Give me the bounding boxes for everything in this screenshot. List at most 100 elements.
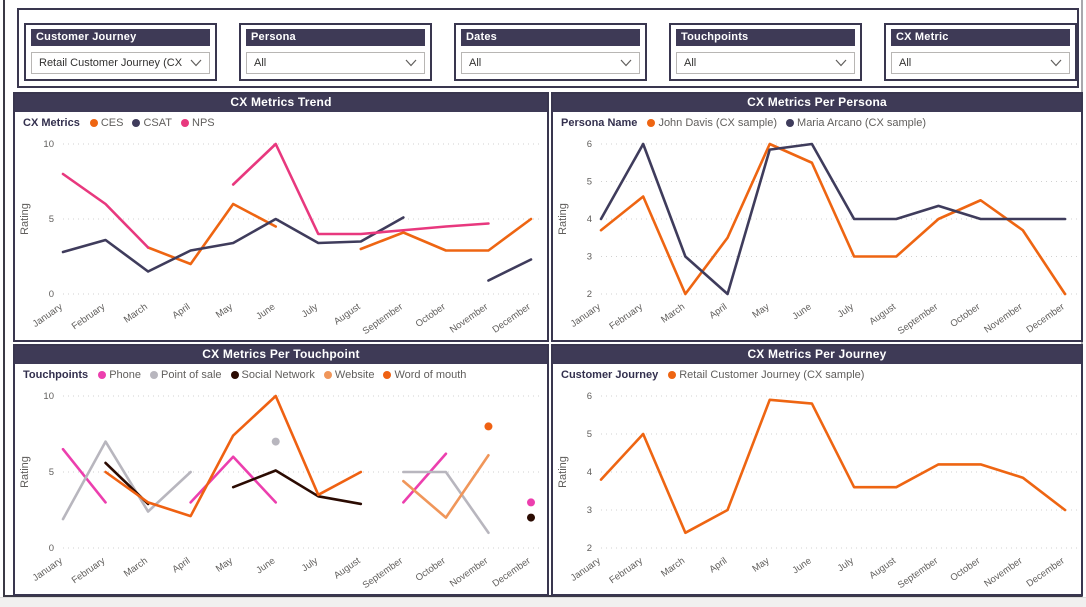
legend-item-point-of-sale[interactable]: Point of sale — [150, 369, 222, 381]
legend-label: CES — [100, 117, 124, 129]
svg-text:5: 5 — [49, 467, 54, 478]
svg-text:July: July — [836, 301, 856, 320]
svg-text:10: 10 — [43, 139, 54, 150]
legend-item-phone[interactable]: Phone — [98, 369, 141, 381]
panel-title: CX Metrics Per Persona — [553, 94, 1081, 112]
slicer-row: Customer Journey Retail Customer Journey … — [17, 8, 1079, 88]
slicer-dates: Dates All — [454, 23, 647, 81]
legend-dot-icon — [230, 371, 239, 379]
panel-cx-metrics-per-journey: CX Metrics Per Journey Customer Journey Re… — [551, 344, 1083, 596]
legend-item-nps[interactable]: NPS — [181, 117, 215, 129]
legend-label: Word of mouth — [394, 369, 467, 381]
legend-label: Point of sale — [161, 369, 222, 381]
slicer-dropdown-cx-metric[interactable]: All — [891, 52, 1070, 74]
chart-legend: Touchpoints Phone Point of sale Social Netw… — [15, 364, 547, 386]
svg-text:December: December — [491, 301, 533, 335]
svg-text:March: March — [122, 555, 150, 579]
svg-text:April: April — [170, 555, 192, 575]
legend-item-ces[interactable]: CES — [89, 117, 124, 129]
svg-text:September: September — [896, 301, 940, 337]
chevron-down-icon[interactable] — [1050, 59, 1062, 67]
slicer-value: All — [899, 57, 912, 69]
svg-text:5: 5 — [587, 429, 592, 440]
svg-text:2: 2 — [587, 289, 592, 300]
chart-legend: CX Metrics CES CSAT NPS — [15, 112, 547, 134]
legend-item-website[interactable]: Website — [323, 369, 374, 381]
slicer-value: Retail Customer Journey (CX sa... — [39, 57, 184, 69]
slicer-value: All — [254, 57, 267, 69]
legend-title: Touchpoints — [23, 369, 89, 381]
legend-item-john-davis-cx-sample[interactable]: John Davis (CX sample) — [647, 117, 777, 129]
panel-title: CX Metrics Trend — [15, 94, 547, 112]
legend-dot-icon — [668, 371, 677, 379]
svg-text:2: 2 — [587, 543, 592, 554]
legend-title: Customer Journey — [561, 369, 659, 381]
slicer-dropdown-customer-journey[interactable]: Retail Customer Journey (CX sa... — [31, 52, 210, 74]
svg-text:August: August — [332, 301, 363, 327]
svg-text:May: May — [214, 301, 235, 320]
svg-text:May: May — [750, 555, 771, 574]
svg-text:5: 5 — [49, 214, 54, 225]
svg-text:Rating: Rating — [19, 203, 31, 235]
svg-text:3: 3 — [587, 252, 592, 263]
legend-label: Maria Arcano (CX sample) — [797, 117, 927, 129]
chevron-down-icon[interactable] — [835, 59, 847, 67]
chevron-down-icon[interactable] — [620, 59, 632, 67]
slicer-cx-metric: CX Metric All — [884, 23, 1077, 81]
chart-canvas[interactable]: 2 3 4 5 6 Rating January February March April May J… — [553, 386, 1081, 594]
svg-text:October: October — [414, 301, 448, 329]
legend-item-maria-arcano-cx-sample[interactable]: Maria Arcano (CX sample) — [786, 117, 926, 129]
bottom-scroll-strip[interactable] — [0, 597, 1086, 607]
svg-text:March: March — [659, 301, 687, 325]
chevron-down-icon[interactable] — [405, 59, 417, 67]
slicer-header-cx-metric: CX Metric — [891, 29, 1070, 46]
svg-text:January: January — [31, 301, 65, 330]
slicer-dropdown-persona[interactable]: All — [246, 52, 425, 74]
panel-cx-metrics-trend: CX Metrics Trend CX Metrics CES CSAT NPS 0 5 10… — [13, 92, 549, 342]
svg-text:December: December — [1025, 555, 1067, 589]
chart-legend: Customer Journey Retail Customer Journey … — [553, 364, 1081, 386]
slicer-header-customer-journey: Customer Journey — [31, 29, 210, 46]
chart-canvas[interactable]: 0 5 10 Rating January February March April May Ju… — [15, 386, 547, 594]
svg-text:0: 0 — [49, 543, 54, 554]
svg-text:October: October — [414, 555, 448, 583]
svg-text:Rating: Rating — [557, 203, 569, 235]
slicer-header-dates: Dates — [461, 29, 640, 46]
chart-canvas[interactable]: 0 5 10 Rating January February March April May Ju… — [15, 134, 547, 340]
chevron-down-icon[interactable] — [190, 59, 202, 67]
legend-dot-icon — [132, 119, 141, 127]
svg-text:November: November — [982, 301, 1024, 335]
slicer-dropdown-touchpoints[interactable]: All — [676, 52, 855, 74]
svg-text:0: 0 — [49, 289, 54, 300]
svg-text:February: February — [70, 555, 108, 586]
svg-text:October: October — [948, 301, 982, 329]
panel-title: CX Metrics Per Touchpoint — [15, 346, 547, 364]
svg-text:June: June — [254, 555, 277, 576]
legend-dot-icon — [98, 371, 107, 379]
svg-text:October: October — [948, 555, 982, 583]
svg-text:January: January — [569, 555, 603, 584]
legend-item-csat[interactable]: CSAT — [132, 117, 172, 129]
legend-dot-icon — [323, 371, 332, 379]
svg-text:June: June — [254, 301, 277, 322]
svg-text:5: 5 — [587, 177, 592, 188]
slicer-dropdown-dates[interactable]: All — [461, 52, 640, 74]
svg-text:6: 6 — [587, 139, 592, 150]
legend-title: CX Metrics — [23, 117, 80, 129]
legend-item-word-of-mouth[interactable]: Word of mouth — [383, 369, 466, 381]
svg-text:September: September — [896, 555, 940, 591]
svg-text:May: May — [750, 301, 771, 320]
legend-label: CSAT — [143, 117, 173, 129]
svg-text:June: June — [790, 301, 813, 322]
chart-canvas[interactable]: 2 3 4 5 6 Rating January February March April May J… — [553, 134, 1081, 340]
legend-dot-icon — [786, 119, 795, 127]
slicer-customer-journey: Customer Journey Retail Customer Journey … — [24, 23, 217, 81]
svg-text:3: 3 — [587, 505, 592, 516]
svg-text:Rating: Rating — [19, 456, 31, 488]
legend-item-retail-customer-journey-cx-sample[interactable]: Retail Customer Journey (CX sample) — [668, 369, 864, 381]
legend-item-social-network[interactable]: Social Network — [230, 369, 315, 381]
svg-text:January: January — [31, 555, 65, 584]
svg-text:4: 4 — [587, 467, 592, 478]
svg-text:July: July — [300, 555, 320, 574]
